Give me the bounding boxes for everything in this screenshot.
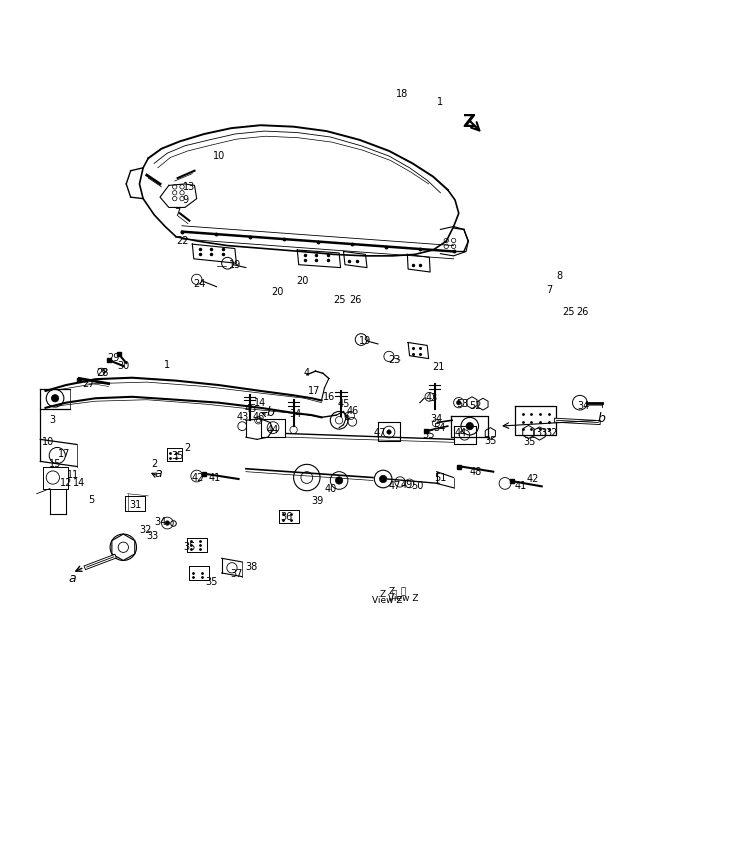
Text: 43: 43 (426, 394, 437, 403)
Text: 2: 2 (184, 443, 190, 453)
Text: 2: 2 (151, 460, 157, 469)
Text: 9: 9 (182, 195, 188, 205)
Text: 26: 26 (349, 295, 361, 305)
Text: 12: 12 (60, 479, 72, 488)
Text: 27: 27 (81, 379, 95, 388)
Text: 50: 50 (411, 481, 423, 492)
Text: Z  矢: Z 矢 (389, 586, 407, 596)
Text: 7: 7 (546, 285, 552, 296)
Text: 22: 22 (175, 236, 189, 246)
Text: 16: 16 (323, 392, 335, 401)
Text: a: a (154, 467, 161, 480)
Text: 35: 35 (206, 577, 217, 587)
Text: 4: 4 (304, 368, 310, 378)
Text: 46: 46 (346, 407, 358, 416)
Text: 38: 38 (245, 562, 257, 572)
Text: 25: 25 (333, 295, 346, 305)
Text: 36: 36 (280, 512, 292, 522)
Text: 20: 20 (272, 287, 283, 297)
Text: 37: 37 (230, 570, 242, 579)
Text: 40: 40 (324, 485, 336, 494)
Text: 19: 19 (229, 260, 241, 270)
Text: 32: 32 (546, 428, 558, 439)
Text: 19: 19 (360, 336, 371, 346)
Text: a: a (68, 572, 76, 585)
Text: 44: 44 (455, 428, 467, 439)
Text: b: b (266, 407, 274, 420)
Text: 35: 35 (484, 436, 496, 446)
Text: 41: 41 (515, 481, 527, 492)
Text: 35: 35 (184, 542, 195, 552)
Text: 35: 35 (172, 451, 184, 460)
Text: 34: 34 (154, 517, 166, 526)
Circle shape (165, 521, 170, 525)
Text: 53: 53 (457, 399, 468, 409)
Text: 1: 1 (164, 360, 170, 369)
Text: 34: 34 (430, 414, 442, 424)
Text: 46: 46 (252, 413, 264, 422)
Text: 10: 10 (43, 437, 54, 447)
Text: 25: 25 (562, 308, 575, 317)
Circle shape (387, 430, 391, 434)
Text: 47: 47 (374, 428, 386, 439)
Text: 34: 34 (578, 401, 589, 411)
Text: 39: 39 (311, 496, 323, 506)
Text: 54: 54 (433, 422, 445, 433)
Circle shape (51, 394, 59, 402)
Text: 3: 3 (50, 415, 56, 426)
Text: 44: 44 (267, 425, 279, 435)
Text: 42: 42 (192, 473, 204, 483)
Text: 6: 6 (344, 413, 349, 422)
Text: 30: 30 (117, 361, 129, 371)
Text: 42: 42 (527, 474, 539, 484)
Text: 14: 14 (255, 398, 266, 407)
Text: 8: 8 (556, 271, 562, 281)
Text: 43: 43 (236, 413, 248, 422)
Text: 34: 34 (289, 409, 301, 420)
Text: 18: 18 (396, 89, 408, 100)
Text: 5: 5 (88, 494, 94, 505)
Text: 31: 31 (130, 500, 142, 511)
Circle shape (335, 477, 343, 484)
Text: 26: 26 (577, 308, 589, 317)
Text: 45: 45 (338, 399, 349, 409)
Text: 48: 48 (470, 466, 482, 477)
Text: 51: 51 (435, 473, 446, 483)
Text: 17: 17 (59, 449, 70, 459)
Text: View Z: View Z (388, 594, 418, 603)
Text: 11: 11 (68, 470, 79, 479)
Circle shape (466, 422, 473, 430)
Text: Z: Z (462, 113, 475, 131)
Text: 13: 13 (184, 182, 195, 192)
Text: View Z: View Z (372, 596, 403, 605)
Text: 33: 33 (536, 428, 548, 439)
Text: b: b (598, 413, 606, 426)
Text: 52: 52 (469, 401, 482, 411)
Text: Z  示: Z 示 (380, 589, 398, 598)
Text: 47: 47 (389, 481, 401, 492)
Text: 20: 20 (297, 276, 308, 286)
Text: 33: 33 (147, 531, 159, 541)
Text: 7: 7 (175, 208, 181, 218)
Text: 23: 23 (389, 355, 401, 365)
Text: 45: 45 (245, 403, 257, 414)
Text: 21: 21 (433, 362, 445, 373)
Text: 15: 15 (49, 460, 61, 469)
Text: 49: 49 (401, 479, 413, 490)
Circle shape (379, 475, 387, 483)
Text: 10: 10 (213, 151, 225, 161)
Text: 55: 55 (422, 430, 435, 440)
Text: 41: 41 (208, 473, 220, 483)
Circle shape (457, 401, 461, 405)
Text: 17: 17 (308, 386, 320, 396)
Text: 29: 29 (108, 353, 120, 363)
Text: 35: 35 (524, 437, 536, 447)
Text: 1: 1 (437, 97, 443, 107)
Text: 14: 14 (73, 479, 85, 488)
Text: 32: 32 (139, 525, 151, 536)
Text: 28: 28 (97, 368, 109, 378)
Text: 24: 24 (194, 279, 206, 290)
